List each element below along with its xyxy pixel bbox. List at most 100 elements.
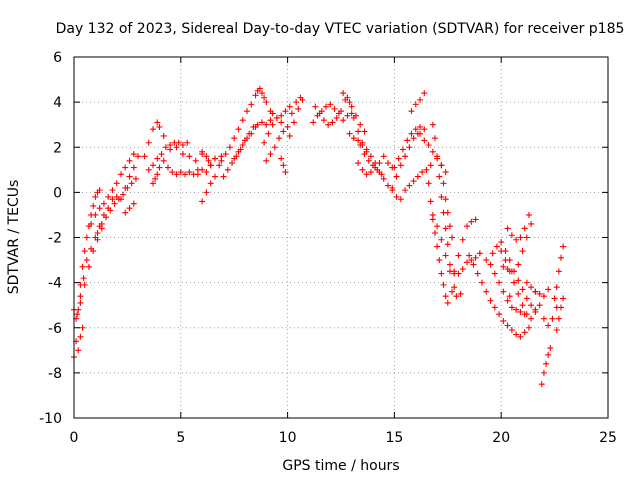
data-point xyxy=(126,205,133,212)
data-point xyxy=(100,200,107,207)
data-point xyxy=(523,279,530,286)
series-arc49 xyxy=(506,220,535,300)
data-point xyxy=(340,90,347,97)
series-arc48 xyxy=(504,211,532,243)
data-point xyxy=(252,123,259,130)
data-point xyxy=(523,295,530,302)
data-point xyxy=(186,169,193,176)
data-point xyxy=(397,162,404,169)
data-point xyxy=(205,157,212,164)
data-point xyxy=(419,169,426,176)
data-point xyxy=(436,257,443,264)
data-point xyxy=(504,322,511,329)
series-arc3 xyxy=(73,225,105,322)
data-point xyxy=(77,299,84,306)
series-arc1 xyxy=(71,187,103,361)
data-point xyxy=(152,175,159,182)
data-point xyxy=(555,268,562,275)
data-point xyxy=(491,304,498,311)
data-point xyxy=(376,160,383,167)
data-point xyxy=(284,123,291,130)
data-point xyxy=(278,119,285,126)
data-point xyxy=(429,148,436,155)
data-point xyxy=(158,151,165,158)
data-point xyxy=(558,304,565,311)
data-point xyxy=(427,162,434,169)
data-point xyxy=(560,295,567,302)
data-point xyxy=(224,166,231,173)
series-arc52 xyxy=(538,345,554,388)
data-point xyxy=(203,153,210,160)
data-point xyxy=(162,144,169,151)
data-point xyxy=(154,171,161,178)
data-point xyxy=(431,229,438,236)
data-point xyxy=(434,153,441,160)
data-point xyxy=(370,162,377,169)
data-point xyxy=(365,157,372,164)
data-point xyxy=(320,117,327,124)
data-point xyxy=(519,286,526,293)
data-point xyxy=(169,169,176,176)
data-point xyxy=(525,324,532,331)
data-point xyxy=(468,257,475,264)
data-point xyxy=(412,126,419,133)
series-arc35 xyxy=(408,90,428,115)
data-point xyxy=(417,130,424,137)
data-point xyxy=(220,173,227,180)
data-point xyxy=(286,103,293,110)
data-point xyxy=(88,220,95,227)
data-point xyxy=(194,166,201,173)
data-point xyxy=(451,270,458,277)
data-points xyxy=(71,85,567,388)
series-arc51 xyxy=(532,288,560,329)
data-point xyxy=(410,178,417,185)
data-point xyxy=(521,329,528,336)
data-point xyxy=(348,103,355,110)
data-point xyxy=(513,331,520,338)
data-point xyxy=(442,293,449,300)
data-point xyxy=(476,250,483,257)
data-point xyxy=(412,101,419,108)
data-point xyxy=(540,293,547,300)
data-point xyxy=(359,166,366,173)
data-point xyxy=(79,263,86,270)
data-point xyxy=(132,175,139,182)
data-point xyxy=(421,90,428,97)
data-point xyxy=(329,119,336,126)
data-point xyxy=(310,119,317,126)
series-arc47 xyxy=(498,239,539,313)
series-arc26 xyxy=(312,96,370,155)
data-point xyxy=(487,297,494,304)
data-point xyxy=(352,112,359,119)
series-arc12 xyxy=(160,155,223,178)
data-point xyxy=(399,146,406,153)
data-point xyxy=(517,333,524,340)
data-point xyxy=(338,108,344,115)
series-arc21 xyxy=(263,128,287,164)
data-point xyxy=(504,297,511,304)
data-point xyxy=(500,288,507,295)
data-point xyxy=(325,121,332,128)
data-point xyxy=(528,220,535,227)
data-point xyxy=(150,180,157,187)
data-point xyxy=(438,236,445,243)
series-arc50 xyxy=(523,279,552,300)
data-point xyxy=(466,252,473,259)
data-point xyxy=(273,114,280,121)
data-point xyxy=(154,155,161,162)
data-point xyxy=(355,137,362,144)
data-point xyxy=(434,243,441,250)
data-point xyxy=(96,205,103,212)
data-point xyxy=(156,164,163,171)
data-point xyxy=(261,94,268,101)
data-point xyxy=(513,306,520,313)
y-tick-label: -2 xyxy=(48,231,62,247)
data-point xyxy=(267,117,274,124)
data-point xyxy=(504,225,511,232)
data-point xyxy=(150,162,157,169)
data-point xyxy=(361,151,368,158)
data-point xyxy=(444,241,451,248)
data-point xyxy=(380,153,387,160)
data-point xyxy=(244,135,251,142)
